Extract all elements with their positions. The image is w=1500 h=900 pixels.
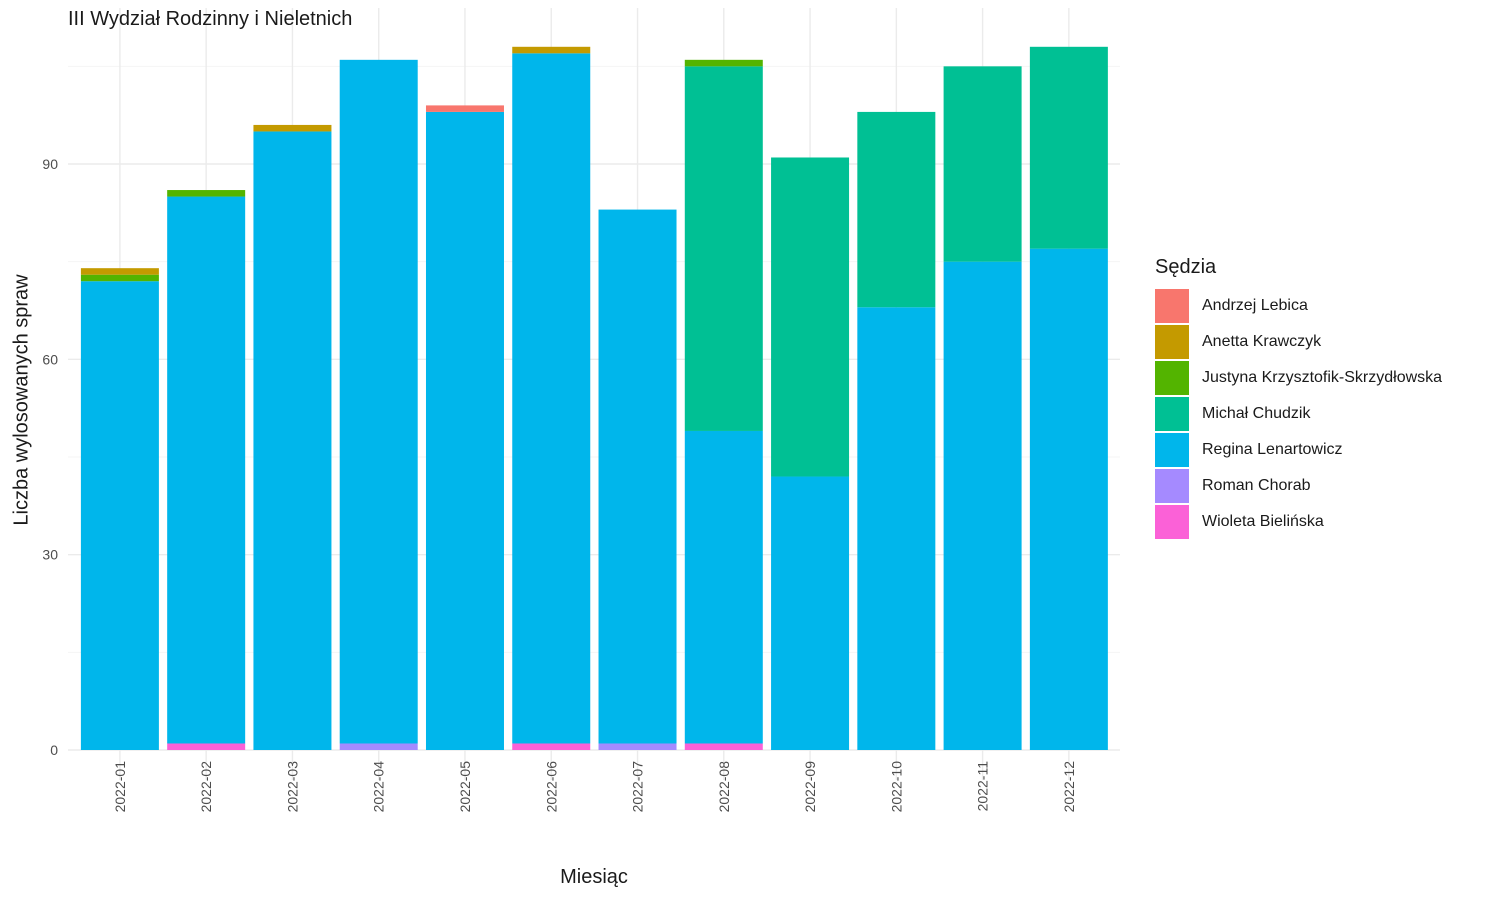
bar-segment: [512, 46, 591, 54]
legend-item: Justyna Krzysztofik-Skrzydłowska: [1155, 360, 1442, 396]
bar-segment: [253, 131, 332, 750]
x-tick-label: 2022-05: [457, 761, 473, 813]
bar-segment: [512, 53, 591, 744]
bar-segment: [425, 111, 504, 750]
x-tick-label: 2022-08: [716, 761, 732, 813]
y-tick-label: 60: [42, 351, 58, 367]
bar-segment: [425, 105, 504, 112]
chart-title: III Wydział Rodzinny i Nieletnich: [68, 8, 353, 30]
bar-segment: [80, 268, 159, 275]
legend-label: Wioleta Bielińska: [1202, 513, 1324, 530]
bars: [80, 46, 1108, 750]
y-tick-label: 0: [50, 742, 58, 758]
bar-segment: [598, 743, 677, 750]
y-tick-label: 30: [42, 547, 58, 563]
bar-segment: [771, 157, 850, 477]
bar-segment: [857, 307, 936, 750]
legend-label: Anetta Krawczyk: [1202, 333, 1322, 350]
bar-segment: [1029, 248, 1108, 750]
bar-segment: [80, 274, 159, 282]
bar-segment: [167, 743, 246, 750]
bar-segment: [684, 66, 763, 431]
legend-label: Regina Lenartowicz: [1202, 441, 1343, 458]
bar-segment: [684, 430, 763, 744]
bar-segment: [771, 476, 850, 750]
legend-label: Michał Chudzik: [1202, 405, 1311, 422]
legend-item: Anetta Krawczyk: [1155, 324, 1442, 360]
x-tick-label: 2022-10: [888, 761, 904, 813]
bar-segment: [80, 281, 159, 750]
y-axis-label: Liczba wylosowanych spraw: [10, 274, 33, 526]
x-tick-label: 2022-11: [975, 761, 991, 812]
bar-segment: [943, 66, 1022, 262]
y-tick-label: 90: [42, 156, 58, 172]
x-tick-label: 2022-12: [1061, 761, 1077, 813]
x-tick-labels: 2022-01 2022-02 2022-03 2022-04 2022-05 2022-…: [112, 761, 1077, 813]
y-tick-labels: 0 30 60 90: [42, 156, 58, 758]
x-tick-label: 2022-03: [284, 761, 300, 813]
legend-label: Roman Chorab: [1202, 477, 1311, 494]
bar-segment: [167, 196, 246, 744]
legend-title: Sędzia: [1155, 256, 1217, 278]
legend-item: Wioleta Bielińska: [1155, 504, 1442, 540]
bar-segment: [598, 209, 677, 744]
legend: Sędzia Andrzej Lebica Anetta Krawczyk Ju…: [1155, 256, 1442, 540]
legend-item: Regina Lenartowicz: [1155, 432, 1442, 468]
x-tick-label: 2022-04: [371, 761, 387, 813]
bar-segment: [339, 743, 418, 750]
bar-segment: [684, 743, 763, 750]
x-tick-label: 2022-06: [543, 761, 559, 813]
bar-segment: [167, 190, 246, 197]
bar-segment: [1029, 46, 1108, 249]
bar-segment: [339, 59, 418, 744]
bar-segment: [512, 743, 591, 750]
bar-segment: [943, 261, 1022, 750]
legend-key-wioleta-bielinska: [1155, 505, 1189, 539]
legend-key-justyna-krzysztofik: [1155, 361, 1189, 395]
x-tick-label: 2022-07: [630, 761, 646, 813]
legend-key-regina-lenartowicz: [1155, 433, 1189, 467]
x-axis-label: Miesiąc: [560, 866, 628, 888]
legend-key-anetta-krawczyk: [1155, 325, 1189, 359]
legend-key-roman-chorab: [1155, 469, 1189, 503]
legend-key-michal-chudzik: [1155, 397, 1189, 431]
bar-segment: [857, 111, 936, 308]
legend-key-andrzej-lebica: [1155, 289, 1189, 323]
legend-label: Andrzej Lebica: [1202, 297, 1308, 314]
legend-item: Michał Chudzik: [1155, 396, 1442, 432]
legend-item: Andrzej Lebica: [1155, 288, 1442, 324]
legend-item: Roman Chorab: [1155, 468, 1442, 504]
x-tick-label: 2022-09: [802, 761, 818, 813]
bar-segment: [684, 59, 763, 67]
x-tick-label: 2022-02: [198, 761, 214, 813]
x-tick-label: 2022-01: [112, 761, 128, 813]
legend-label: Justyna Krzysztofik-Skrzydłowska: [1202, 369, 1443, 386]
bar-segment: [253, 124, 332, 132]
